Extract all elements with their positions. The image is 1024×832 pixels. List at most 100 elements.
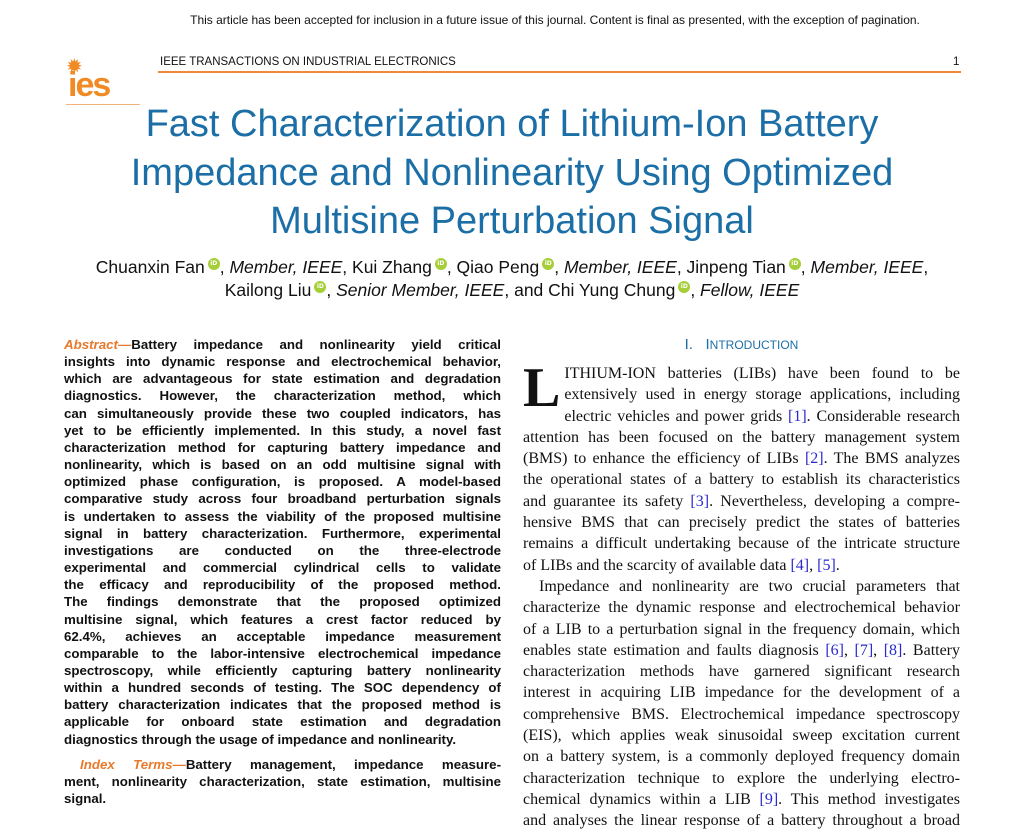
text-line: spectroscopy, while efficiently capturin… — [64, 662, 501, 678]
logo-underline — [66, 104, 140, 105]
text-line: comprehensive BMS. Electrochemical imped… — [523, 705, 960, 723]
text-line: insights into dynamic response and elect… — [64, 354, 501, 370]
section-heading: I. INTRODUCTION — [523, 336, 960, 353]
journal-name: IEEE TRANSACTIONS ON INDUSTRIAL ELECTRON… — [160, 56, 456, 68]
orcid-icon[interactable]: iD — [678, 281, 691, 293]
section-initial: I — [705, 336, 710, 353]
index-terms: Index Terms—Battery management, impedanc… — [64, 756, 501, 807]
citation-link[interactable]: [8] — [883, 641, 903, 659]
orcid-icon[interactable]: iD — [207, 258, 220, 270]
text-line: investigations are conducted on the thre… — [64, 542, 501, 558]
ies-logo: ✹ ies — [62, 54, 142, 105]
orcid-icon[interactable]: iD — [314, 281, 327, 293]
text-line: comparative study across four broadband … — [64, 491, 501, 507]
citation-link[interactable]: [6] — [825, 641, 844, 659]
author-name: Kailong Liu — [224, 280, 312, 300]
paragraph: ITHIUM-ION batteries (LIBs) have been fo… — [523, 363, 960, 576]
text-line: (BMS) to enhance the efficiency of LIBs … — [523, 450, 960, 468]
logo-text: ies — [68, 66, 111, 104]
author-role: Member, IEEE — [810, 257, 924, 277]
citation-link[interactable]: [1] — [788, 407, 807, 425]
text-line: ment, nonlinearity characterization, sta… — [64, 773, 501, 789]
label: Index Terms— — [80, 756, 186, 772]
text-line: on a battery system, is a commonly deplo… — [523, 748, 960, 766]
citation-link[interactable]: [7] — [854, 641, 874, 659]
drop-cap: L — [523, 357, 561, 419]
text-line: the efficacy and reproducibility of the … — [64, 577, 501, 593]
text-line: diagnostics through the usage of impedan… — [64, 731, 457, 747]
text-line: attention has been focused on the batter… — [523, 428, 960, 446]
page-number: 1 — [953, 56, 960, 68]
text-line: remains a difficult undertaking because … — [523, 535, 960, 553]
title-line: Fast Characterization of Lithium-Ion Bat… — [145, 103, 879, 145]
text-line: enables state estimation and faults diag… — [523, 641, 961, 659]
text-line: (EIS), which applies weak sinusoidal swe… — [523, 727, 960, 745]
text-line: electric vehicles and power grids [1]. C… — [564, 407, 960, 425]
citation-link[interactable]: [4] — [790, 556, 810, 574]
abstract-text: Abstract—Battery impedance and nonlinear… — [64, 336, 501, 748]
text-line: battery characterization indicates that … — [64, 697, 501, 713]
text-line: of LIBs and the scarcity of available da… — [523, 556, 840, 574]
text-line: within a hundred seconds of testing. The… — [64, 680, 501, 696]
author-name: Qiao Peng — [456, 257, 540, 277]
text-line: extensively used in energy storage appli… — [564, 386, 960, 404]
author-list: Chuanxin Fan iD, Member, IEEE, Kui Zhang i… — [95, 257, 929, 300]
publication-notice: This article has been accepted for inclu… — [190, 13, 920, 27]
text-line: experimental and commercial cylindrical … — [64, 560, 501, 576]
text-line: characterize the dynamic response and el… — [523, 599, 960, 617]
text-line: ITHIUM-ION batteries (LIBs) have been fo… — [564, 365, 960, 382]
citation-link[interactable]: [5] — [817, 556, 836, 574]
orcid-icon[interactable]: iD — [788, 258, 801, 270]
author-name: Chuanxin Fan — [95, 257, 205, 277]
text-line: is undertaken to assess the viability of… — [64, 508, 501, 524]
text-line: multisine signal, which features a crest… — [64, 611, 501, 627]
text-line: optimized phase configuration, is propos… — [64, 474, 501, 490]
text-line: characterization technique to explore th… — [523, 769, 960, 787]
section-title-rest: NTRODUCTION — [709, 338, 799, 352]
text-line: applicable for onboard state estimation … — [64, 714, 501, 730]
text-line: signal in battery characterization. Furt… — [64, 525, 501, 541]
paragraph: Impedance and nonlinearity are two cruci… — [523, 576, 960, 832]
text-line: nonlinearity, which is based on an odd m… — [64, 457, 501, 473]
title-line: Multisine Perturbation Signal — [270, 200, 754, 242]
text-line: chemical dynamics within a LIB [9]. This… — [523, 790, 961, 808]
text-line: yet to be efficiently implemented. In th… — [64, 422, 501, 438]
text-line: which are advantageous for state estimat… — [64, 371, 501, 387]
text-line: and guarantee its safety [3]. Neverthele… — [523, 492, 960, 510]
sun-icon: ✹ — [66, 54, 83, 78]
author-role: Member, IEEE — [229, 257, 343, 277]
citation-link[interactable]: [9] — [759, 790, 779, 808]
orcid-icon[interactable]: iD — [434, 258, 447, 270]
introduction-body: L ITHIUM-ION batteries (LIBs) have been … — [523, 357, 960, 832]
label: Abstract— — [64, 337, 132, 352]
text-line: characterization methods have garnered s… — [523, 663, 960, 681]
section-number: I. — [684, 336, 693, 353]
text-line: and analyses the linear response of a ba… — [523, 812, 960, 830]
title-line: Impedance and Nonlinearity Using Optimiz… — [130, 151, 894, 194]
orcid-icon[interactable]: iD — [542, 258, 555, 270]
author-role: Member, IEEE — [563, 257, 677, 277]
author-name: Chi Yung Chung — [548, 280, 676, 300]
text-line: The findings demonstrate that the propos… — [64, 594, 501, 610]
header-rule — [158, 71, 961, 73]
citation-link[interactable]: [2] — [804, 450, 824, 468]
author-role: Senior Member, IEEE — [336, 280, 505, 300]
text-line: comparable to the labor-intensive electr… — [64, 645, 501, 661]
text-line: 62.4%, achieves an acceptable impedance … — [64, 628, 501, 644]
text-line: signal. — [64, 791, 107, 807]
text-line: interest in acquiring LIB impedance for … — [523, 684, 960, 702]
author-role: Fellow, IEEE — [700, 280, 800, 300]
author-name: Kui Zhang — [352, 257, 432, 277]
text-line: characterization method for capturing ba… — [64, 439, 501, 455]
paper-title: Fast Characterization of Lithium-Ion Bat… — [0, 100, 1024, 246]
text-line: hensive BMS that can precisely predict t… — [523, 514, 960, 532]
text-line: Impedance and nonlinearity are two cruci… — [539, 577, 960, 595]
text-line: of a LIB to a perturbation signal in the… — [523, 620, 960, 638]
abstract: Abstract—Battery impedance and nonlinear… — [64, 336, 501, 807]
text-line: Abstract—Battery impedance and nonlinear… — [64, 337, 501, 352]
text-line: Index Terms—Battery management, impedanc… — [80, 756, 502, 772]
text-line: can simultaneously provide these two cou… — [64, 405, 501, 421]
citation-link[interactable]: [3] — [690, 492, 710, 510]
text-line: the operational states of a battery to e… — [523, 471, 960, 489]
author-conjunction: and — [514, 280, 544, 300]
